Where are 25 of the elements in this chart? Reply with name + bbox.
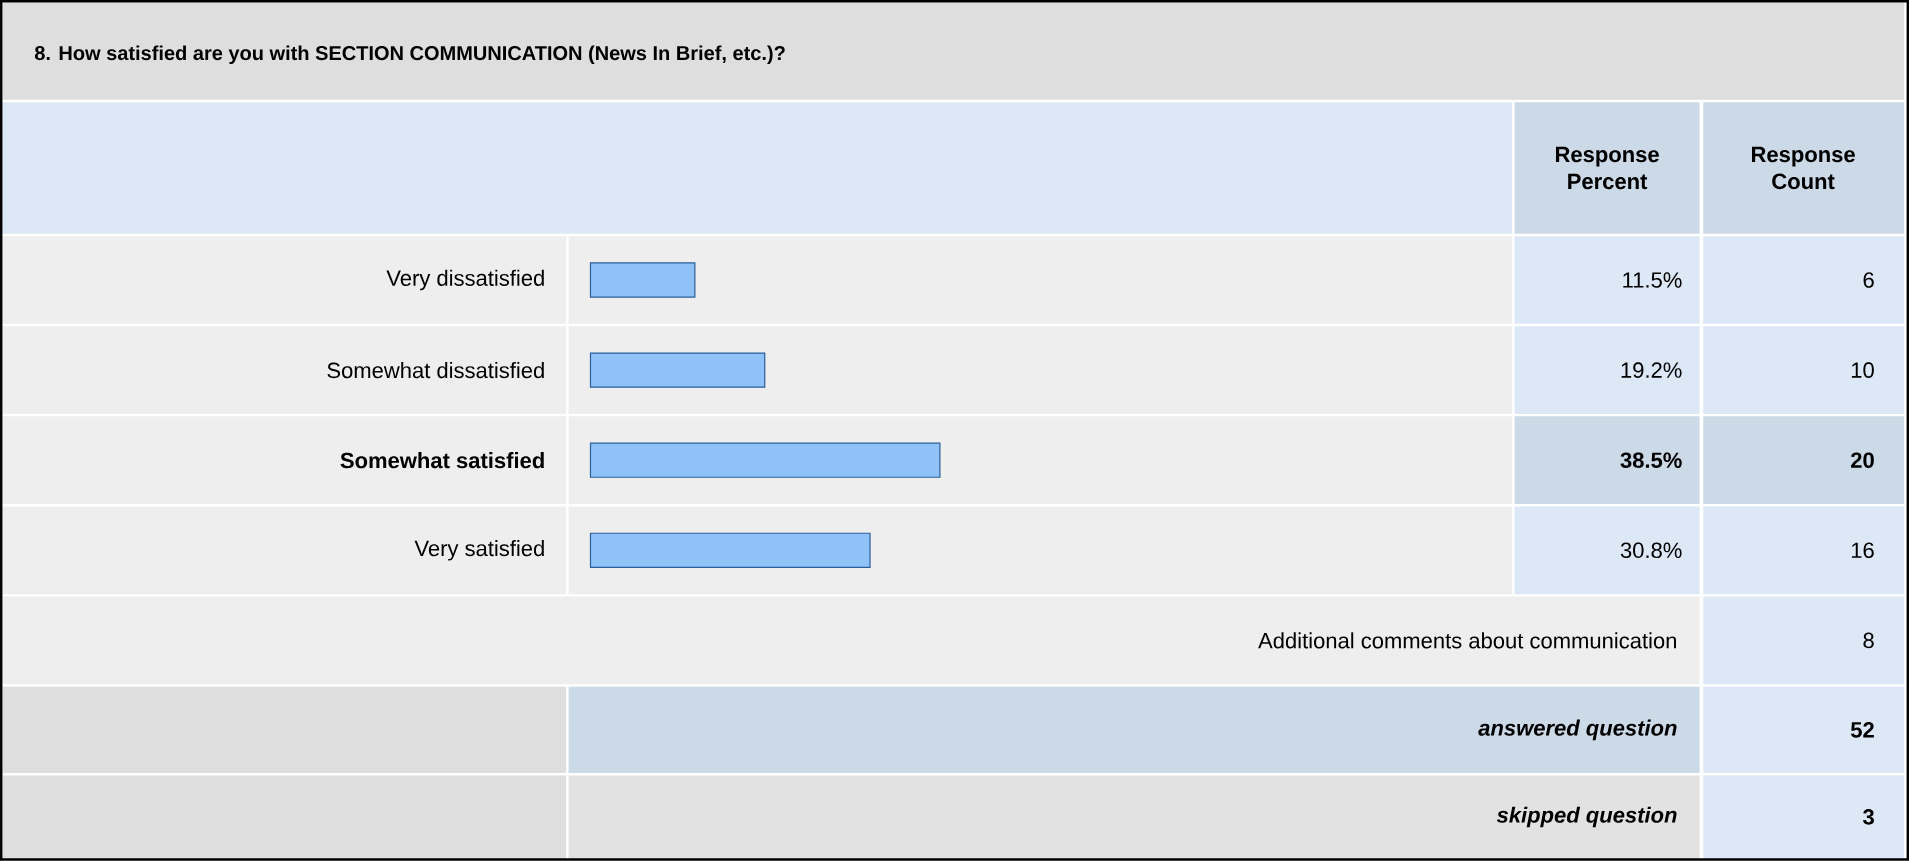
y-tick-label: Somewhat satisfied [340,452,544,469]
text: 52 [1850,722,1874,738]
text: skipped question [1496,806,1677,828]
text: 16 [1851,542,1874,559]
bar [589,352,766,388]
text: answered question [1478,719,1677,741]
y-tick-label: Very dissatisfied [386,269,544,291]
data-label: 38.5% [1620,452,1682,469]
text: 8. How satisfied are you with SECTION COMMUNICATION (News In Brief, etc.)? [34,45,785,65]
data-label: 30.8% [1620,542,1682,559]
text: 20 [1851,452,1874,469]
text: 10 [1851,362,1874,379]
bar [589,532,871,569]
text: Additional comments about communication [1258,632,1676,649]
text: Response Percent [1555,146,1659,190]
text: 3 [1862,809,1874,825]
text: 8 [1863,632,1874,649]
y-tick-label: Somewhat dissatisfied [327,362,544,379]
data-label: 11.5% [1623,272,1682,288]
text: Response Count [1751,146,1855,190]
text: 6 [1863,272,1874,288]
bar [589,442,941,478]
data-label: 19.2% [1621,362,1682,379]
bar [589,262,696,298]
y-tick-label: Very satisfied [414,540,544,561]
